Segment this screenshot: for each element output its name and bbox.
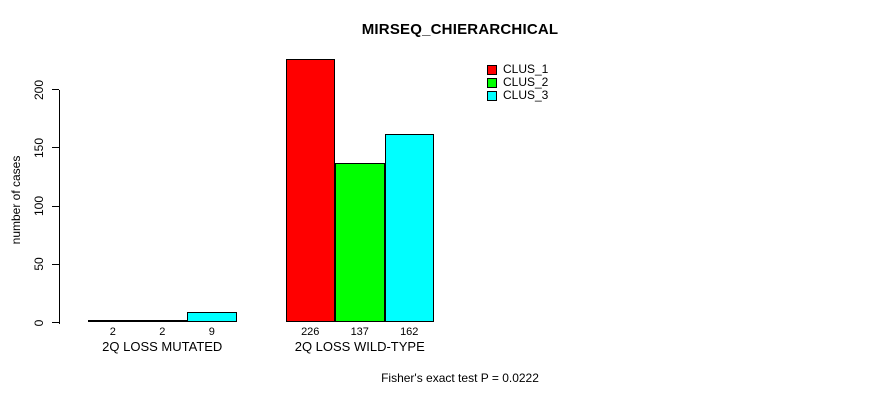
legend-item-clus_3: CLUS_3 [487, 89, 548, 102]
category-label: 2Q LOSS MUTATED [102, 339, 223, 354]
y-axis-tick [52, 89, 59, 90]
bar-value-label: 2 [109, 326, 116, 338]
legend-swatch-icon [487, 90, 497, 101]
legend-label: CLUS_3 [503, 88, 549, 102]
y-axis-line [59, 89, 60, 324]
y-axis-tick-label: 150 [32, 137, 46, 158]
chart-title: MIRSEQ_CHIERARCHICAL [361, 21, 559, 38]
bar-clus_1-2 [285, 59, 335, 323]
legend-item-clus_2: CLUS_2 [487, 76, 548, 89]
bar-value-label: 226 [301, 326, 320, 338]
y-axis-tick [52, 205, 59, 207]
y-axis-title-text: number of cases [9, 155, 23, 245]
bar-clus_2-1 [137, 320, 187, 323]
bar-value-label: 137 [350, 326, 369, 338]
bar-value-label: 2 [159, 326, 166, 338]
annotation-text: Fisher's exact test P = 0.0222 [381, 371, 539, 385]
bar-clus_2-2 [335, 162, 385, 323]
legend: CLUS_1 CLUS_2 CLUS_3 [487, 63, 548, 102]
y-axis-tick [52, 263, 59, 265]
y-axis-tick [52, 322, 59, 323]
y-axis-tick-label: 200 [32, 79, 46, 100]
y-axis-tick [52, 147, 59, 149]
y-axis-tick-label: 0 [32, 319, 46, 326]
y-axis-tick-label: 100 [32, 195, 46, 217]
legend-swatch-icon [487, 77, 497, 88]
legend-item-clus_1: CLUS_1 [487, 63, 548, 76]
bar-clus_1-1 [88, 320, 138, 323]
legend-label: CLUS_1 [503, 62, 549, 76]
bar-clus_3-1 [187, 312, 237, 323]
bar-value-label: 9 [208, 326, 215, 338]
y-axis-tick-label: 50 [32, 257, 46, 271]
bar-clus_3-2 [384, 133, 434, 323]
legend-swatch-icon [487, 64, 497, 75]
category-label: 2Q LOSS WILD-TYPE [294, 339, 425, 354]
legend-label: CLUS_2 [503, 75, 549, 89]
bar-value-label: 162 [400, 326, 419, 338]
